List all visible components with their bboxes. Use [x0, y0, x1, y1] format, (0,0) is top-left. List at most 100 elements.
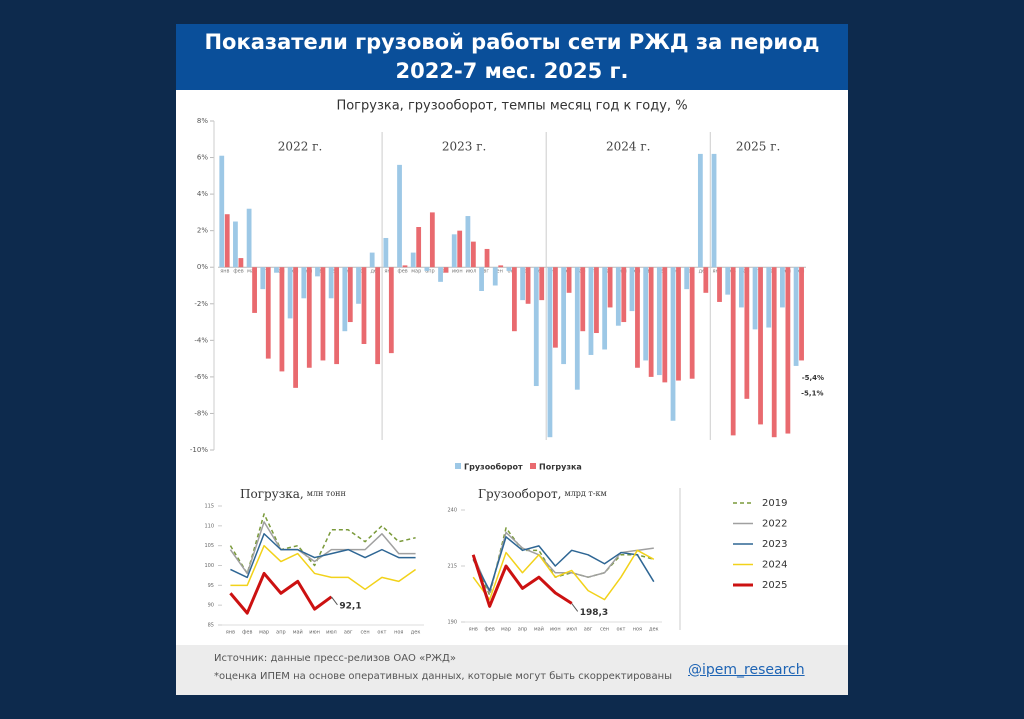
- x-tick-label: ноя: [633, 627, 642, 633]
- line: [229, 571, 333, 615]
- legend-label: 2022: [762, 519, 787, 530]
- x-tick-label: фев: [484, 627, 494, 633]
- bar: [238, 258, 244, 268]
- bar: [306, 267, 312, 368]
- x-tick-label: янв: [226, 630, 235, 636]
- y-tick-label: 100: [204, 563, 214, 569]
- y-tick-label: 215: [447, 564, 457, 570]
- x-tick-label: июн: [309, 630, 320, 636]
- value-label: -5,1%: [801, 389, 823, 397]
- x-tick-label: янв: [220, 269, 229, 275]
- bar: [725, 267, 731, 295]
- bar: [451, 234, 457, 268]
- bar: [369, 252, 375, 268]
- y-tick-label: -4%: [194, 336, 208, 344]
- x-tick-label: май: [293, 629, 303, 636]
- legend-label: 2019: [762, 498, 787, 509]
- year-label: 2023 г.: [442, 140, 486, 154]
- line: [472, 549, 655, 601]
- bar: [498, 265, 504, 268]
- bar: [717, 267, 722, 302]
- x-tick-label: авг: [344, 630, 353, 636]
- bar: [356, 267, 361, 304]
- x-tick-label: июл: [566, 627, 577, 633]
- bar: [643, 267, 649, 361]
- bar: [506, 267, 512, 271]
- bar: [758, 267, 763, 425]
- x-tick-label: апр: [276, 630, 286, 636]
- bar: [574, 267, 580, 390]
- line: [472, 527, 654, 596]
- bar: [771, 267, 777, 438]
- bar: [402, 265, 408, 268]
- x-tick-label: окт: [616, 627, 625, 633]
- bar: [347, 267, 353, 323]
- bar: [793, 267, 799, 366]
- x-tick-label: апр: [425, 269, 435, 275]
- handle[interactable]: @ipem_research: [688, 662, 805, 678]
- bar: [224, 214, 230, 268]
- chart-title: Грузооборот, млрд т-км: [478, 487, 607, 501]
- bar: [697, 153, 703, 268]
- x-tick-label: авг: [480, 269, 489, 275]
- bar: [533, 267, 539, 387]
- bar: [375, 267, 381, 365]
- bar: [315, 267, 320, 277]
- footer: Источник: данные пресс-релизов ОАО «РЖД»…: [176, 645, 848, 695]
- bar: [465, 216, 471, 268]
- y-tick-label: -10%: [190, 446, 208, 454]
- note: *оценка ИПЕМ на основе оперативных данны…: [214, 671, 673, 682]
- bar: [766, 267, 772, 328]
- y-tick-label: 190: [447, 620, 457, 626]
- bar: [334, 267, 340, 365]
- bar: [320, 267, 326, 361]
- bar: [752, 267, 758, 330]
- y-tick-label: 2%: [197, 227, 208, 235]
- legend-label: Грузооборот: [464, 462, 523, 472]
- bar: [410, 252, 416, 268]
- bar: [629, 267, 635, 312]
- legend-label: Погрузка: [539, 463, 582, 472]
- bar: [260, 267, 266, 290]
- year-label: 2022 г.: [278, 140, 322, 154]
- subtitle: млн тонн: [307, 489, 346, 498]
- bar: [525, 267, 531, 304]
- x-tick-label: дек: [411, 630, 421, 636]
- y-tick-label: 90: [208, 603, 214, 609]
- bar: [656, 267, 662, 376]
- y-tick-label: 0%: [197, 263, 208, 271]
- bar: [799, 267, 804, 361]
- chart-title: Погрузка, грузооборот, темпы месяц год к…: [336, 99, 687, 114]
- bar: [730, 267, 736, 436]
- y-tick-label: 4%: [197, 190, 208, 198]
- y-tick-label: 105: [204, 543, 214, 549]
- line: [229, 513, 416, 575]
- y-tick-label: -2%: [194, 300, 208, 308]
- x-tick-label: янв: [469, 627, 478, 633]
- bar: [662, 267, 668, 383]
- legend-label: 2025: [762, 580, 787, 591]
- bar: [279, 267, 285, 372]
- y-tick-label: -8%: [194, 409, 208, 417]
- header-title: Показатели грузовой работы сети РЖД за п…: [176, 24, 848, 90]
- y-tick-label: -6%: [194, 373, 208, 381]
- bar: [594, 267, 599, 334]
- bar: [670, 267, 676, 421]
- title: Грузооборот,: [478, 487, 562, 501]
- x-tick-label: мар: [501, 627, 511, 633]
- x-tick-label: апр: [518, 627, 528, 633]
- bar: [265, 267, 271, 359]
- line: [230, 544, 417, 591]
- bar: [246, 208, 252, 268]
- bar: [479, 267, 484, 291]
- legend-label: 2023: [762, 539, 787, 550]
- x-tick-label: фев: [233, 269, 243, 275]
- bar: [274, 267, 279, 273]
- legend-swatch: [530, 463, 536, 469]
- bar: [547, 267, 553, 438]
- bar: [520, 267, 525, 301]
- x-tick-label: ноя: [394, 630, 403, 636]
- x-tick-label: май: [534, 626, 544, 633]
- legend-label: 2024: [762, 560, 787, 571]
- x-tick-label: июн: [452, 269, 463, 275]
